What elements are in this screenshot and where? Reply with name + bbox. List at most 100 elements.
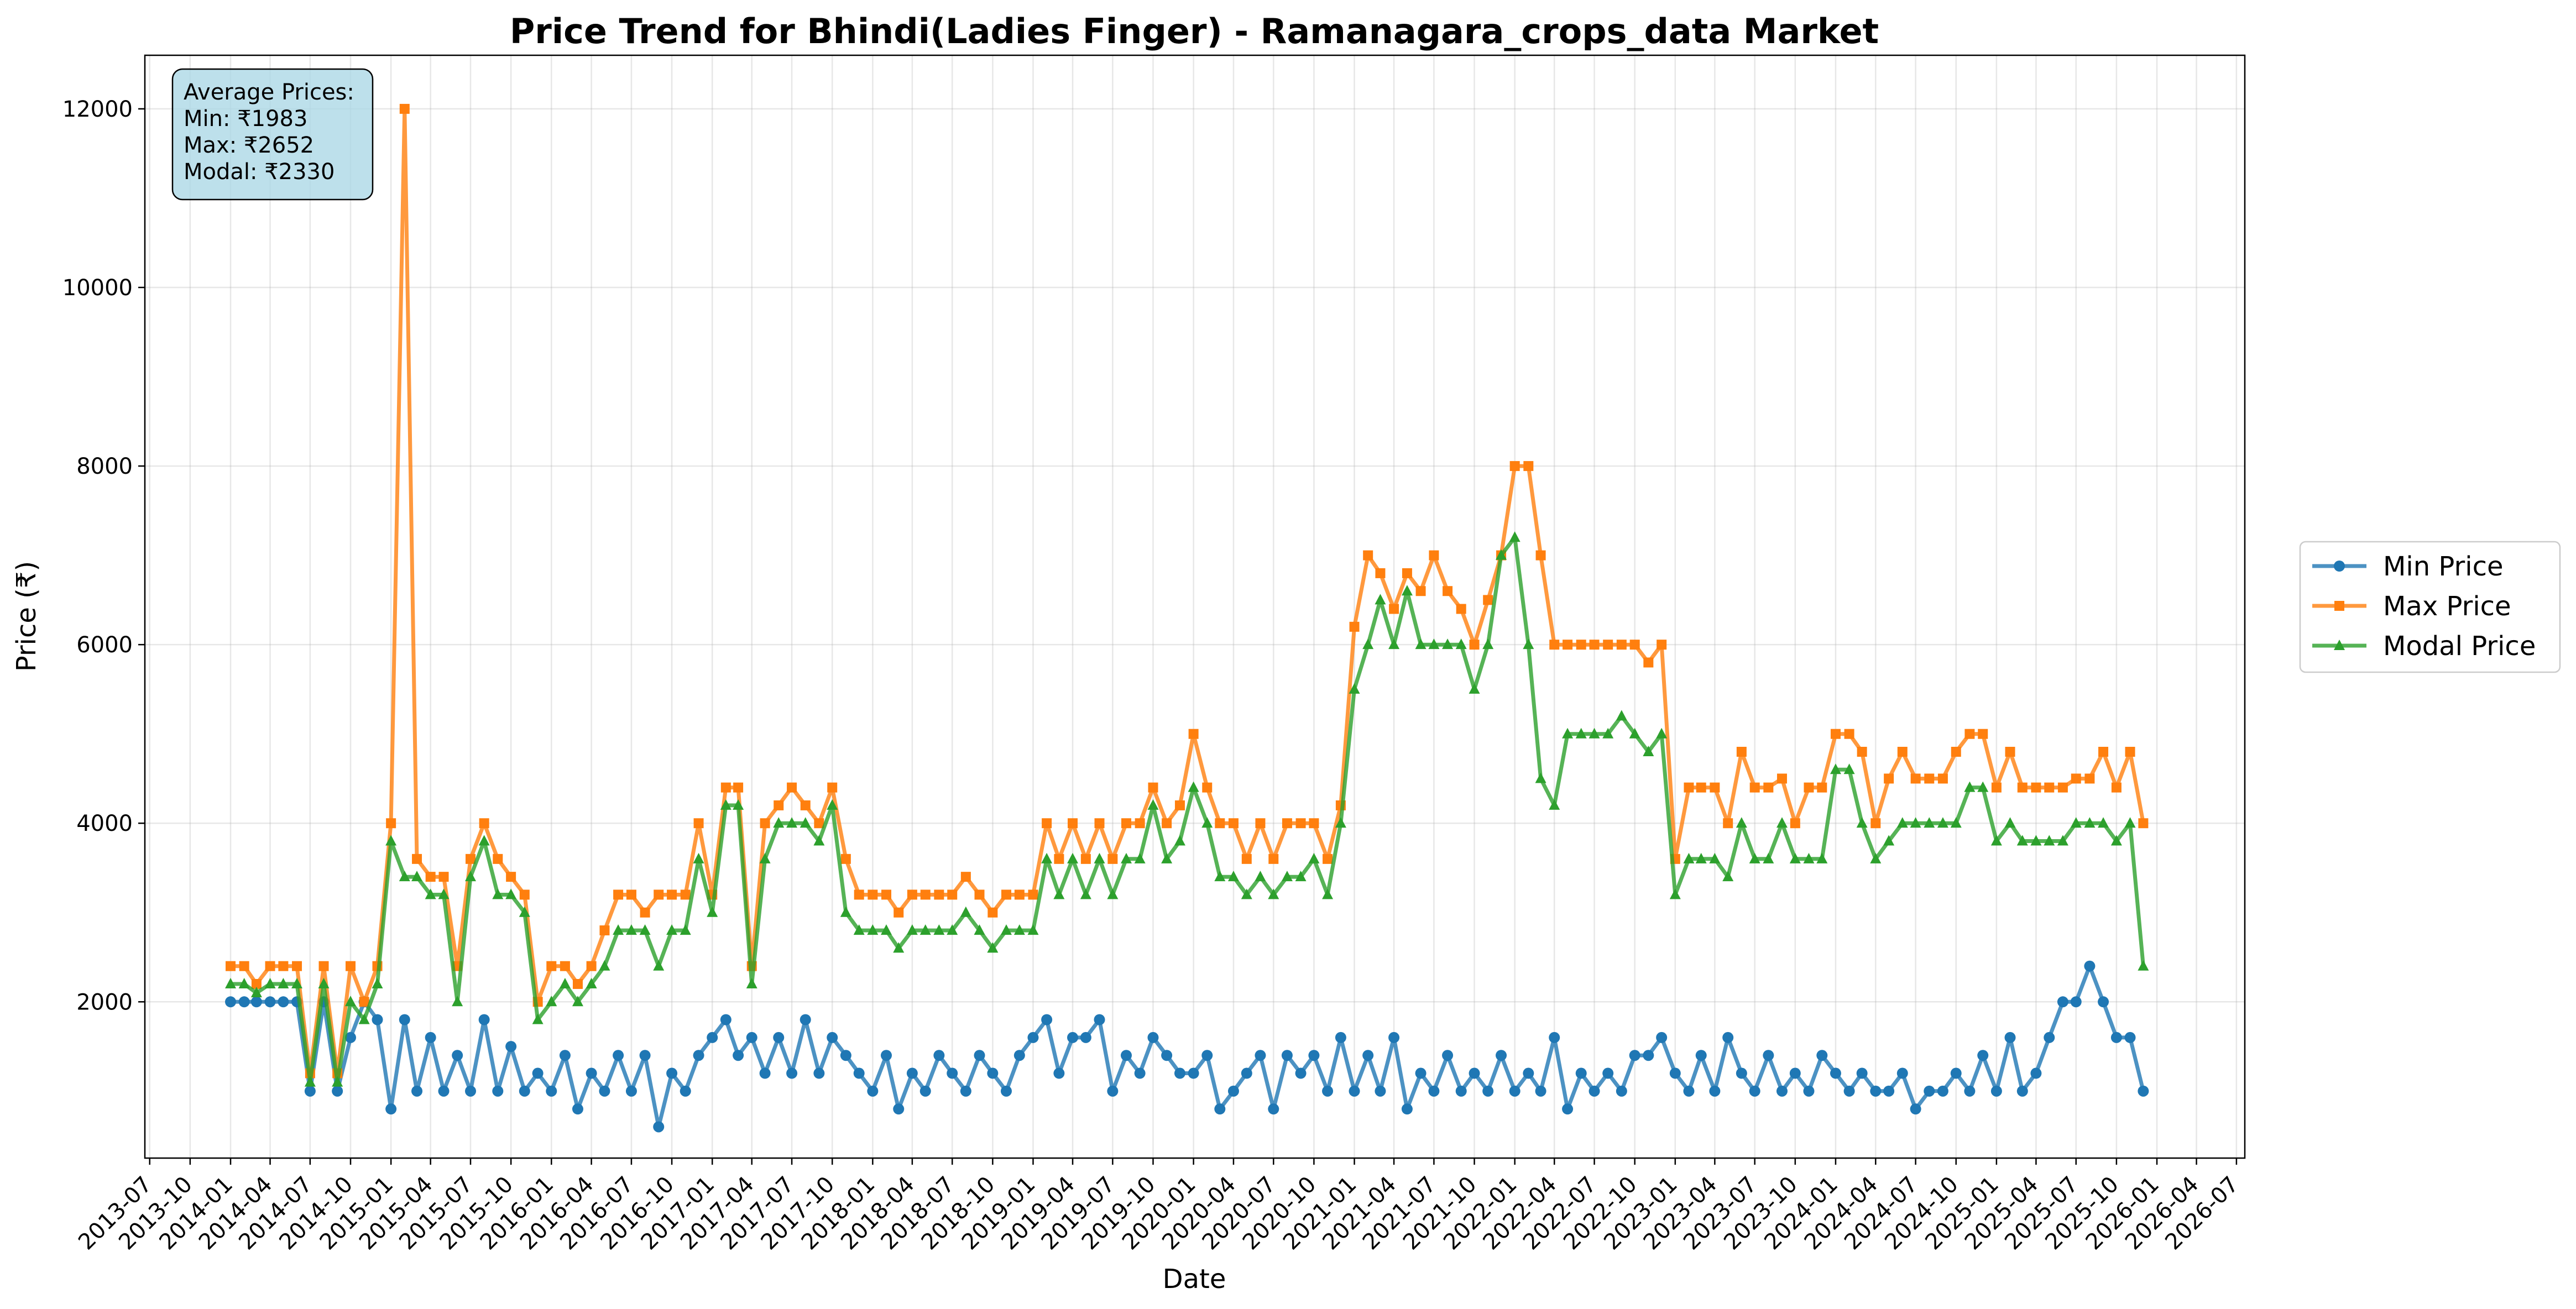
- data-point-min-price: [1080, 1032, 1091, 1043]
- data-point-min-price: [225, 996, 237, 1008]
- data-point-modal-price: [1896, 817, 1908, 828]
- data-point-max-price: [1121, 818, 1131, 829]
- y-tick-label: 8000: [76, 454, 133, 479]
- data-point-max-price: [1696, 782, 1706, 793]
- data-point-min-price: [1629, 1050, 1640, 1061]
- data-point-modal-price: [425, 888, 436, 899]
- data-point-modal-price: [1362, 638, 1374, 650]
- data-point-max-price: [1991, 782, 2002, 793]
- data-point-modal-price: [773, 817, 785, 828]
- data-point-modal-price: [225, 978, 237, 988]
- data-point-max-price: [2125, 747, 2135, 757]
- data-point-max-price: [560, 961, 570, 971]
- data-point-max-price: [1776, 773, 1787, 784]
- series-modal-price: [225, 531, 2149, 1087]
- data-point-max-price: [251, 979, 262, 989]
- data-point-max-price: [1910, 773, 1921, 784]
- data-point-min-price: [532, 1067, 544, 1079]
- data-point-min-price: [572, 1103, 583, 1115]
- data-point-max-price: [1349, 621, 1360, 632]
- data-point-modal-price: [720, 799, 731, 810]
- data-point-max-price: [893, 907, 904, 918]
- data-point-max-price: [667, 889, 677, 900]
- data-point-max-price: [399, 103, 410, 114]
- data-point-min-price: [1428, 1085, 1440, 1097]
- data-point-max-price: [479, 818, 489, 829]
- data-point-max-price: [1228, 818, 1239, 829]
- data-point-max-price: [292, 961, 302, 971]
- data-point-max-price: [1523, 461, 1534, 472]
- data-point-max-price: [1309, 818, 1319, 829]
- data-point-max-price: [226, 961, 236, 971]
- data-point-modal-price: [960, 906, 971, 917]
- data-point-min-price: [919, 1085, 931, 1097]
- data-point-max-price: [640, 907, 650, 918]
- data-point-min-price: [586, 1067, 597, 1079]
- data-point-modal-price: [1736, 817, 1747, 828]
- data-point-min-price: [1415, 1067, 1427, 1079]
- data-point-min-price: [345, 1032, 357, 1043]
- data-point-min-price: [1549, 1032, 1560, 1043]
- data-point-modal-price: [1763, 852, 1774, 863]
- data-point-modal-price: [786, 817, 798, 828]
- data-point-modal-price: [1830, 763, 1841, 774]
- data-point-max-price: [1736, 747, 1747, 757]
- data-point-modal-price: [987, 942, 999, 953]
- data-point-max-price: [787, 782, 797, 793]
- data-point-max-price: [2017, 782, 2028, 793]
- data-point-modal-price: [1523, 638, 1534, 650]
- data-point-min-price: [733, 1050, 744, 1061]
- data-point-max-price: [1415, 586, 1426, 596]
- data-point-min-price: [1749, 1085, 1760, 1097]
- data-point-modal-price: [1656, 727, 1668, 739]
- data-point-modal-price: [1977, 781, 1989, 792]
- data-point-min-price: [1856, 1067, 1868, 1079]
- data-point-max-price: [318, 961, 329, 971]
- data-point-max-price: [1710, 782, 1720, 793]
- data-point-modal-price: [1107, 888, 1119, 899]
- data-point-max-price: [733, 782, 744, 793]
- data-point-max-price: [1028, 889, 1038, 900]
- data-point-max-price: [920, 889, 931, 900]
- plot-frame: [144, 54, 2246, 1159]
- data-point-modal-price: [1041, 852, 1053, 863]
- data-point-min-price: [840, 1050, 851, 1061]
- data-point-min-price: [1763, 1050, 1774, 1061]
- data-point-min-price: [2138, 1085, 2149, 1097]
- data-point-max-price: [907, 889, 917, 900]
- data-point-min-price: [1295, 1067, 1307, 1079]
- data-point-modal-price: [625, 924, 637, 935]
- data-point-modal-price: [653, 960, 665, 971]
- data-point-min-price: [238, 996, 250, 1008]
- data-point-max-price: [346, 961, 356, 971]
- data-point-min-price: [1496, 1050, 1507, 1061]
- data-point-modal-price: [1709, 852, 1721, 863]
- data-point-modal-price: [1549, 799, 1560, 810]
- data-point-max-price: [1804, 782, 1814, 793]
- data-point-max-price: [1657, 640, 1667, 650]
- data-point-min-price: [1870, 1085, 1882, 1097]
- data-point-modal-price: [693, 852, 704, 863]
- data-point-modal-price: [840, 906, 851, 917]
- data-point-modal-price: [385, 835, 397, 846]
- data-point-modal-price: [1161, 852, 1173, 863]
- data-point-max-price: [278, 961, 289, 971]
- data-point-min-price: [2124, 1032, 2136, 1043]
- data-point-min-price: [1830, 1067, 1841, 1079]
- data-point-max-price: [1162, 818, 1172, 829]
- data-point-modal-price: [1870, 852, 1882, 863]
- data-point-modal-price: [2004, 817, 2016, 828]
- data-point-modal-price: [1509, 531, 1520, 542]
- data-point-modal-price: [1094, 852, 1105, 863]
- data-point-modal-price: [1455, 638, 1467, 650]
- data-point-modal-price: [345, 996, 357, 1007]
- data-point-max-price: [1402, 568, 1412, 578]
- data-point-max-price: [2138, 818, 2149, 829]
- data-point-modal-price: [372, 978, 383, 988]
- data-point-min-price: [1349, 1085, 1360, 1097]
- data-point-min-price: [332, 1085, 343, 1097]
- data-point-modal-price: [586, 978, 597, 988]
- data-point-modal-price: [2098, 817, 2109, 828]
- data-point-min-price: [1523, 1067, 1534, 1079]
- data-point-modal-price: [2057, 835, 2068, 846]
